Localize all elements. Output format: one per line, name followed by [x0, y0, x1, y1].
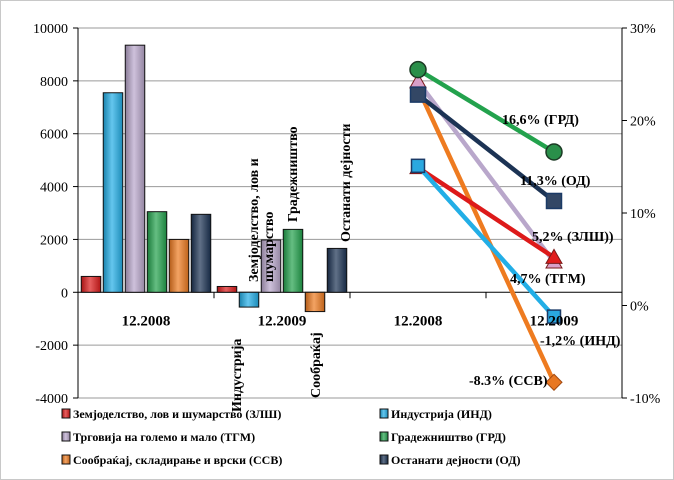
bar-vertical-label: Индустрија [230, 339, 245, 412]
legend-label: Индустрија (ИНД) [391, 407, 492, 421]
line-ssv [415, 85, 557, 385]
marker-zlsh [545, 248, 563, 264]
marker-od [409, 86, 427, 103]
marker-grd [545, 143, 563, 161]
legend-swatch-tgm [61, 431, 71, 442]
bar-grd [282, 228, 304, 293]
bar-ind [238, 291, 260, 308]
legend-label: Градежништво (ГРД) [391, 430, 506, 444]
left-tick-label: 0 [61, 286, 68, 301]
left-tick-label: -4000 [35, 392, 68, 407]
left-tick-label: 6000 [40, 128, 68, 143]
line-zlsh [415, 165, 557, 260]
left-tick-label: -2000 [35, 339, 68, 354]
legend-label: Сообраќај, складирање и врски (ССВ) [73, 453, 282, 467]
legend-label: Останати дејности (ОД) [391, 453, 521, 467]
right-tick-label: 30% [630, 22, 656, 37]
legend-label: Земјоделство, лов и шумарство (ЗЛШ) [73, 407, 281, 421]
marker-ssv [545, 373, 563, 391]
category-labels: 12.2008 12.2009 12.2008 12.2009 [122, 313, 579, 329]
right-tick-label: -10% [630, 392, 661, 407]
line-end-label: -1,2% (ИНД) [540, 334, 621, 349]
bars [80, 44, 348, 313]
line-grd [415, 67, 557, 155]
marker-od [545, 192, 563, 210]
line-end-label: 11,3% (ОД) [520, 174, 591, 189]
bar-tgm [260, 239, 282, 293]
right-tick-label: 0% [630, 300, 649, 315]
bar-ssv [168, 238, 190, 293]
axes: -4000 -2000 0 2000 4000 6000 8000 10000 -10% 0% 10… [33, 22, 661, 407]
bar-ind [102, 92, 124, 293]
legend-swatch-ind [379, 408, 389, 419]
bar-tgm [124, 44, 146, 293]
gridlines [78, 27, 622, 399]
bar-vertical-label: Градежништво [286, 126, 301, 222]
bar-vertical-label: Земјоделство, лов ишумарство [247, 158, 277, 282]
bar-zlsh [216, 285, 238, 293]
legend-swatch-ssv [61, 454, 71, 465]
bar-value-labels: Земјоделство, лов ишумарство Индустрија Гр… [230, 124, 354, 412]
bar-od [326, 247, 348, 293]
line-end-labels: 5,2% (ЗЛШ)) -1,2% (ИНД) 4,7% (ТГМ) 16,6% (Г… [469, 113, 621, 389]
marker-ind [546, 309, 562, 324]
lines [409, 60, 563, 391]
bar-vertical-label: Сообраќај [309, 332, 324, 398]
bar-ssv [304, 291, 326, 313]
marker-grd [409, 60, 427, 79]
left-tick-label: 4000 [40, 181, 68, 196]
bar-vertical-label: Останати дејности [339, 124, 354, 242]
legend-label: Трговија на големо и мало (ТГМ) [73, 430, 255, 444]
left-tick-label: 2000 [40, 233, 68, 248]
bar-zlsh [80, 275, 102, 293]
legend: Земјоделство, лов и шумарство (ЗЛШ) Индус… [61, 407, 521, 467]
legend-swatch-od [379, 454, 389, 465]
line-end-label: 4,7% (ТГМ) [510, 272, 586, 287]
line-end-label: 5,2% (ЗЛШ)) [532, 230, 614, 245]
left-tick-label: 10000 [33, 22, 68, 37]
legend-swatch-grd [379, 431, 389, 442]
category-label: 12.2009 [530, 313, 579, 329]
left-tick-label: 8000 [40, 75, 68, 90]
line-ind [415, 163, 557, 319]
legend-swatch-zlsh [61, 408, 71, 419]
bar-grd [146, 211, 168, 293]
right-tick-label: 20% [630, 115, 656, 130]
category-label: 12.2009 [258, 313, 307, 329]
line-end-label: -8.3% (ССВ) [469, 374, 548, 389]
right-tick-label: 10% [630, 207, 656, 222]
category-label: 12.2008 [394, 313, 443, 329]
line-end-label: 16,6% (ГРД) [502, 113, 579, 128]
line-od [415, 92, 557, 204]
bar-od [190, 213, 212, 293]
marker-ind [410, 158, 426, 174]
category-label: 12.2008 [122, 313, 171, 329]
